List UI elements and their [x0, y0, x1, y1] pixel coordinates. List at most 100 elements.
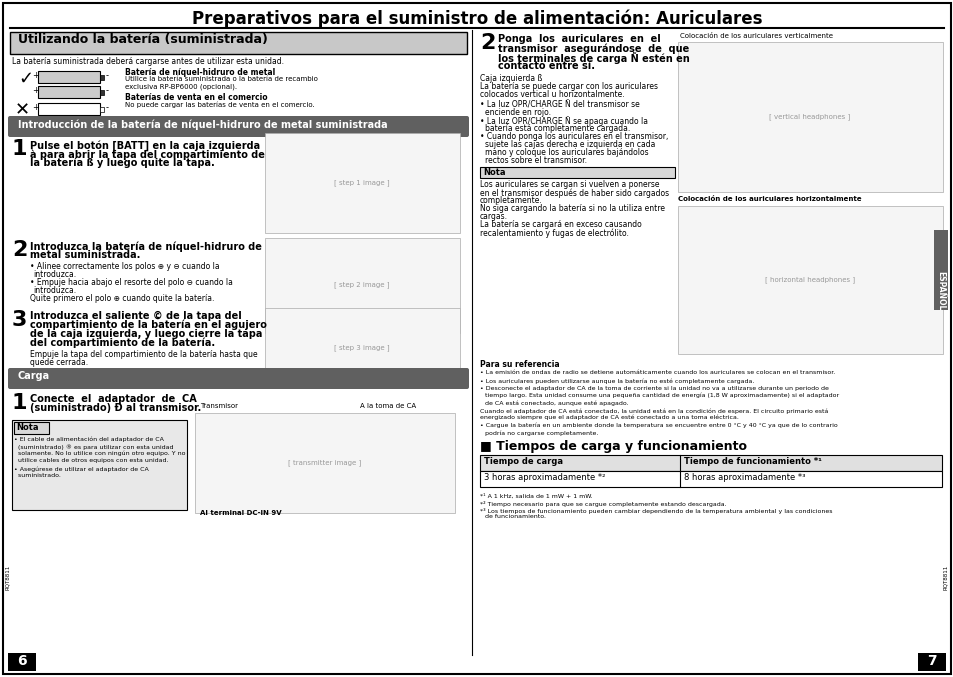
Text: (suministrado) Ð al transmisor.: (suministrado) Ð al transmisor.: [30, 403, 201, 413]
Text: (suministrado) ® es para utilizar con esta unidad: (suministrado) ® es para utilizar con es…: [14, 444, 173, 450]
FancyBboxPatch shape: [8, 368, 469, 389]
Text: 2: 2: [479, 33, 495, 53]
Bar: [265, 308, 459, 388]
Bar: [100, 107, 104, 112]
Text: [ horizontal headphones ]: [ horizontal headphones ]: [764, 277, 854, 284]
Text: Nota: Nota: [482, 168, 505, 177]
Text: 6: 6: [17, 654, 27, 668]
Text: Preparativos para el suministro de alimentación: Auriculares: Preparativos para el suministro de alime…: [192, 10, 761, 28]
Text: Empuje la tapa del compartimiento de la batería hasta que: Empuje la tapa del compartimiento de la …: [30, 350, 257, 359]
Text: Tiempo de funcionamiento *¹: Tiempo de funcionamiento *¹: [683, 457, 821, 466]
Bar: [479, 167, 675, 178]
Text: [ step 2 image ]: [ step 2 image ]: [334, 282, 390, 288]
Text: introduzca.: introduzca.: [33, 270, 76, 279]
Text: • Alinee correctamente los polos ⊕ y ⊖ cuando la: • Alinee correctamente los polos ⊕ y ⊖ c…: [30, 262, 219, 271]
Text: *³ Los tiempos de funcionamiento pueden cambiar dependiendo de la temperatura am: *³ Los tiempos de funcionamiento pueden …: [479, 508, 832, 514]
Text: [ step 3 image ]: [ step 3 image ]: [334, 345, 390, 351]
Text: • Cuando ponga los auriculares en el transmisor,: • Cuando ponga los auriculares en el tra…: [479, 132, 668, 141]
Text: colocados vertical u horizontalmente.: colocados vertical u horizontalmente.: [479, 90, 624, 99]
Bar: [12, 420, 187, 510]
Bar: [100, 75, 104, 80]
Text: No puede cargar las baterías de venta en el comercio.: No puede cargar las baterías de venta en…: [125, 101, 314, 108]
FancyBboxPatch shape: [8, 116, 469, 137]
Text: Tiempo de carga: Tiempo de carga: [483, 457, 562, 466]
Text: Para su referencia: Para su referencia: [479, 360, 559, 369]
Text: de la caja izquierda, y luego cierre la tapa: de la caja izquierda, y luego cierre la …: [30, 329, 262, 339]
Text: Pulse el botón [BATT] en la caja izquierda: Pulse el botón [BATT] en la caja izquier…: [30, 140, 260, 151]
Text: • Desconecte el adaptador de CA de la toma de corriente si la unidad no va a uti: • Desconecte el adaptador de CA de la to…: [479, 386, 828, 391]
Bar: [38, 71, 100, 83]
Text: Cuando el adaptador de CA está conectado, la unidad está en la condición de espe: Cuando el adaptador de CA está conectado…: [479, 408, 827, 414]
Text: metal suministrada.: metal suministrada.: [30, 250, 140, 260]
Text: Conecte  el  adaptador  de  CA: Conecte el adaptador de CA: [30, 394, 196, 404]
Text: • La luz OPR/CHARGE Ñ se apaga cuando la: • La luz OPR/CHARGE Ñ se apaga cuando la: [479, 116, 647, 126]
Text: sujete las cajas derecha e izquierda en cada: sujete las cajas derecha e izquierda en …: [484, 140, 655, 149]
Text: Introduzca la batería de níquel-hidruro de: Introduzca la batería de níquel-hidruro …: [30, 241, 262, 251]
Text: ESPAÑOL: ESPAÑOL: [936, 271, 944, 310]
Text: 1: 1: [12, 139, 28, 159]
Text: Utilice la batería suministrada o la batería de recambio: Utilice la batería suministrada o la bat…: [125, 76, 317, 82]
Text: cargas.: cargas.: [479, 212, 507, 221]
Text: +: +: [32, 86, 39, 95]
Text: *¹ A 1 kHz, salida de 1 mW + 1 mW.: *¹ A 1 kHz, salida de 1 mW + 1 mW.: [479, 494, 592, 499]
Text: A la toma de CA: A la toma de CA: [359, 403, 416, 409]
Text: *² Tiempo necesario para que se cargue completamente estando descargada.: *² Tiempo necesario para que se cargue c…: [479, 501, 726, 507]
Text: contacto entre sí.: contacto entre sí.: [497, 61, 595, 71]
Text: [ step 1 image ]: [ step 1 image ]: [334, 179, 390, 186]
Text: enciende en rojo.: enciende en rojo.: [484, 108, 551, 117]
Text: solamente. No lo utilice con ningún otro equipo. Y no: solamente. No lo utilice con ningún otro…: [14, 451, 185, 456]
Bar: [194, 413, 455, 513]
Text: Colocación de los auriculares horizontalmente: Colocación de los auriculares horizontal…: [678, 196, 861, 202]
Text: Batería de níquel-hidruro de metal: Batería de níquel-hidruro de metal: [125, 68, 275, 77]
Text: 80: 80: [17, 666, 27, 672]
Bar: [479, 455, 941, 471]
Text: +: +: [32, 71, 39, 80]
Text: en el transmisor después de haber sido cargados: en el transmisor después de haber sido c…: [479, 188, 668, 198]
Text: La batería se puede cargar con los auriculares: La batería se puede cargar con los auric…: [479, 82, 658, 91]
Text: Caja izquierda ß: Caja izquierda ß: [479, 74, 542, 83]
Text: 8 horas aproximadamente *³: 8 horas aproximadamente *³: [683, 473, 804, 482]
Text: • La emisión de ondas de radio se detiene automáticamente cuando los auriculares: • La emisión de ondas de radio se detien…: [479, 370, 835, 375]
Text: podría no cargarse completamente.: podría no cargarse completamente.: [484, 430, 598, 435]
Text: Introduzca el saliente © de la tapa del: Introduzca el saliente © de la tapa del: [30, 311, 241, 321]
Text: suministrado.: suministrado.: [14, 473, 61, 478]
Bar: [678, 206, 942, 354]
Text: RQT8811: RQT8811: [6, 565, 10, 590]
Text: Los auriculares se cargan si vuelven a ponerse: Los auriculares se cargan si vuelven a p…: [479, 180, 659, 189]
Text: 2: 2: [12, 240, 28, 260]
Text: No siga cargando la batería si no la utiliza entre: No siga cargando la batería si no la uti…: [479, 204, 664, 213]
Bar: [917, 653, 945, 671]
Text: Al terminal DC-IN 9V: Al terminal DC-IN 9V: [200, 510, 281, 516]
Text: de funcionamiento.: de funcionamiento.: [484, 514, 545, 519]
Text: Carga: Carga: [18, 371, 51, 381]
Text: Ponga  los  auriculares  en  el: Ponga los auriculares en el: [497, 34, 660, 44]
Text: Baterías de venta en el comercio: Baterías de venta en el comercio: [125, 93, 268, 102]
Text: mano y coloque los auriculares bajándolos: mano y coloque los auriculares bajándolo…: [484, 148, 648, 157]
Text: 7: 7: [926, 654, 936, 668]
Text: transmisor  asegurándose  de  que: transmisor asegurándose de que: [497, 43, 688, 53]
Text: quede cerrada.: quede cerrada.: [30, 358, 88, 367]
Text: Nota: Nota: [16, 423, 38, 432]
Text: • Empuje hacia abajo el resorte del polo ⊖ cuando la: • Empuje hacia abajo el resorte del polo…: [30, 278, 233, 287]
Bar: [265, 238, 459, 333]
Text: introduzca.: introduzca.: [33, 286, 76, 295]
Text: de CA está conectado, aunque esté apagado.: de CA está conectado, aunque esté apagad…: [484, 400, 628, 406]
Bar: [14, 422, 49, 434]
Text: utilice cables de otros equipos con esta unidad.: utilice cables de otros equipos con esta…: [14, 458, 169, 463]
Text: 3: 3: [12, 310, 28, 330]
Text: tiempo largo. Esta unidad consume una pequeña cantidad de energía (1,8 W aproxim: tiempo largo. Esta unidad consume una pe…: [484, 393, 839, 399]
Text: la batería ß y luego quite la tapa.: la batería ß y luego quite la tapa.: [30, 158, 214, 169]
Text: Introducción de la batería de níquel-hidruro de metal suministrada: Introducción de la batería de níquel-hid…: [18, 119, 387, 129]
Text: Transmisor: Transmisor: [200, 403, 237, 409]
Text: del compartimiento de la batería.: del compartimiento de la batería.: [30, 338, 214, 349]
Text: energizado siempre que el adaptador de CA esté conectado a una toma eléctrica.: energizado siempre que el adaptador de C…: [479, 415, 739, 420]
Text: exclusiva RP-BP6000 (opcional).: exclusiva RP-BP6000 (opcional).: [125, 83, 237, 89]
Bar: [933, 230, 947, 310]
Bar: [38, 103, 100, 115]
Text: Quite primero el polo ⊕ cuando quite la batería.: Quite primero el polo ⊕ cuando quite la …: [30, 294, 214, 303]
Text: 81: 81: [926, 666, 936, 672]
Text: compartimiento de la batería en el agujero: compartimiento de la batería en el aguje…: [30, 320, 267, 330]
Text: -: -: [106, 71, 109, 80]
Bar: [10, 32, 467, 54]
Text: completamente.: completamente.: [479, 196, 542, 205]
